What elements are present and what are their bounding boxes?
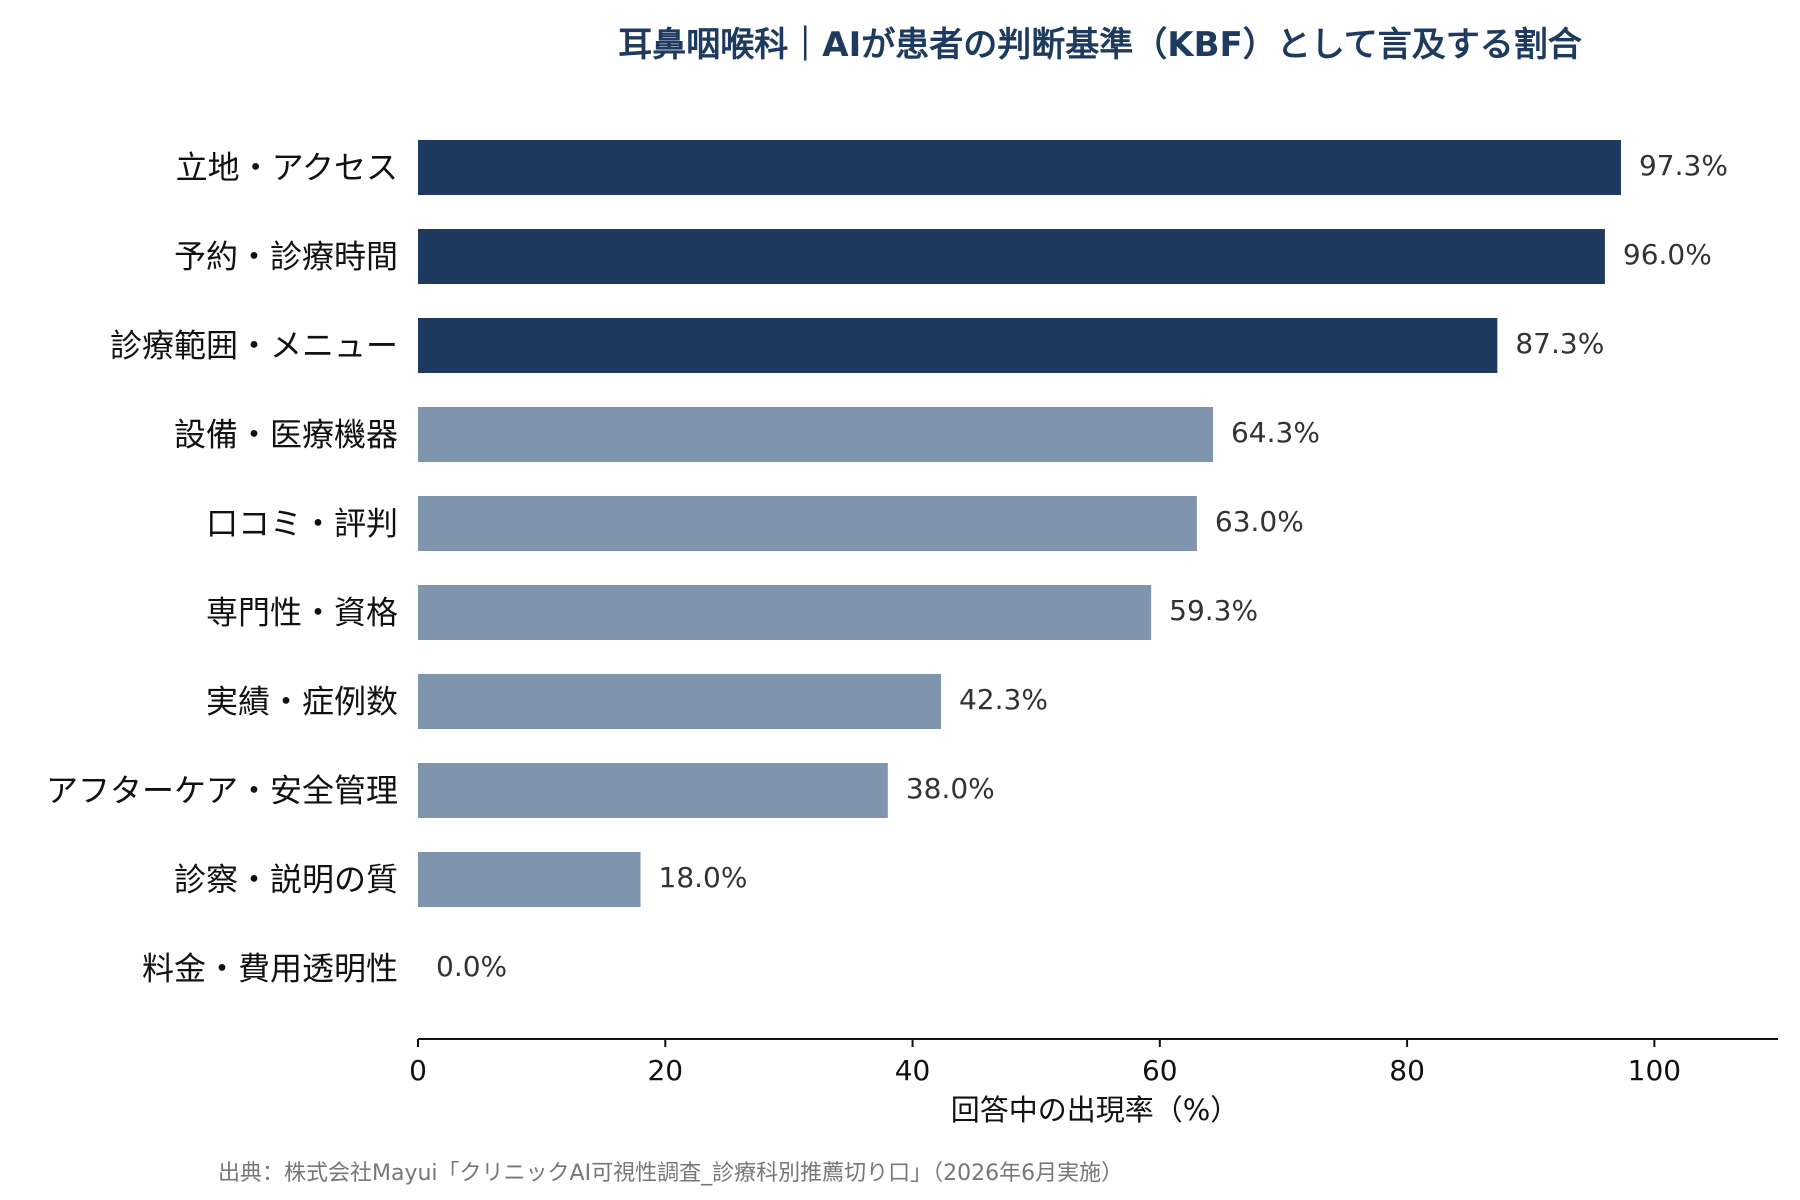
value-label: 97.3% — [1639, 149, 1728, 182]
category-label: アフターケア・安全管理 — [46, 772, 398, 810]
value-label: 96.0% — [1623, 238, 1712, 271]
x-tick-label: 40 — [895, 1054, 931, 1087]
category-label: 診察・説明の質 — [174, 861, 398, 899]
bar — [418, 585, 1152, 640]
bar — [418, 674, 941, 729]
value-label: 59.3% — [1169, 594, 1258, 627]
category-labels: 立地・アクセス予約・診療時間診療範囲・メニュー設備・医療機器口コミ・評判専門性・… — [46, 149, 398, 988]
bar — [418, 140, 1621, 195]
value-label: 87.3% — [1515, 327, 1604, 360]
category-label: 料金・費用透明性 — [142, 950, 398, 988]
x-tick-label: 20 — [647, 1054, 683, 1087]
chart-title: 耳鼻咽喉科｜AIが患者の判断基準（KBF）として言及する割合 — [618, 25, 1581, 65]
value-label: 63.0% — [1215, 505, 1304, 538]
bar — [418, 852, 641, 907]
x-axis-ticks: 0 20 40 60 80 100 — [409, 1039, 1681, 1087]
bar — [418, 229, 1605, 284]
value-label: 18.0% — [659, 861, 748, 894]
x-tick-label: 100 — [1628, 1054, 1681, 1087]
bar — [418, 318, 1498, 373]
value-label: 42.3% — [959, 683, 1048, 716]
category-label: 設備・医療機器 — [174, 416, 398, 454]
source-note: 出典：株式会社Mayui「クリニックAI可視性調査_診療科別推薦切り口」（202… — [218, 1161, 1123, 1186]
value-label: 64.3% — [1231, 416, 1320, 449]
x-tick-label: 0 — [409, 1054, 427, 1087]
category-label: 立地・アクセス — [176, 149, 398, 187]
x-tick-label: 60 — [1142, 1054, 1178, 1087]
value-labels: 97.3% 96.0% 87.3% 64.3% 63.0% 59.3% 42.3% 38.0%… — [436, 149, 1728, 983]
x-tick-label: 80 — [1389, 1054, 1425, 1087]
value-label: 38.0% — [906, 772, 995, 805]
bar — [418, 496, 1197, 551]
x-axis-title: 回答中の出現率（%） — [951, 1093, 1240, 1127]
bar — [418, 407, 1213, 462]
category-label: 口コミ・評判 — [206, 505, 398, 543]
value-label: 0.0% — [436, 950, 507, 983]
category-label: 専門性・資格 — [206, 594, 398, 632]
category-label: 診療範囲・メニュー — [110, 327, 398, 365]
category-label: 予約・診療時間 — [174, 238, 398, 276]
category-label: 実績・症例数 — [206, 683, 398, 721]
bars-group — [418, 140, 1621, 907]
bar — [418, 763, 888, 818]
